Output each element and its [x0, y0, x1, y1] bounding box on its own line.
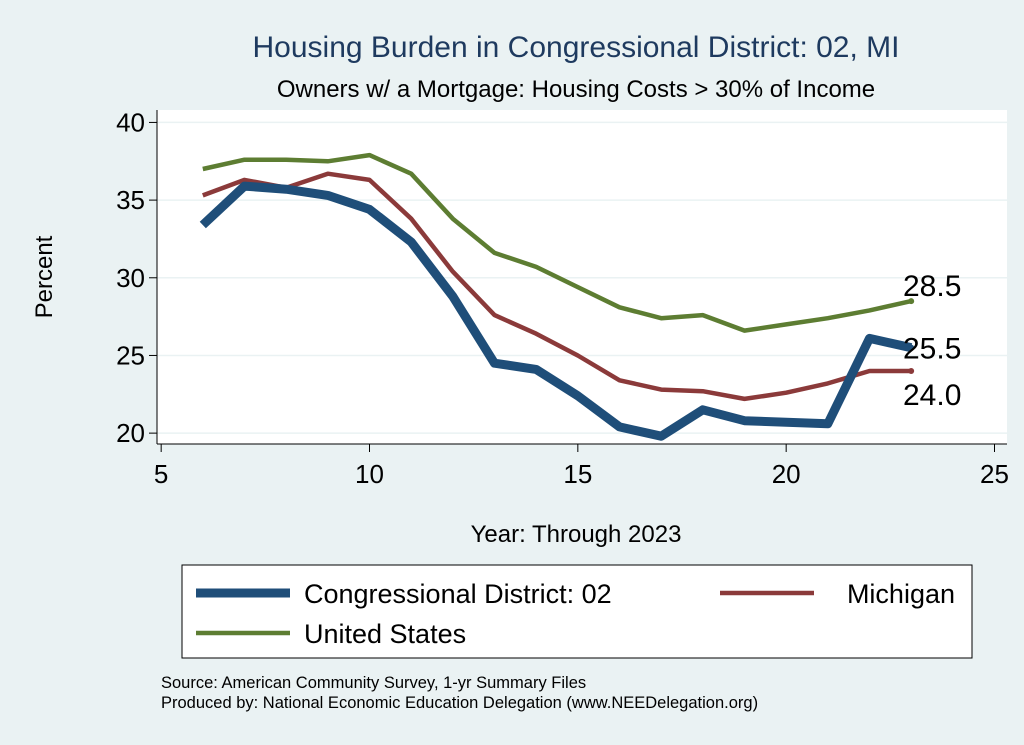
y-tick-label: 35 [116, 185, 145, 215]
x-tick-label: 25 [980, 459, 1009, 489]
y-tick-label: 20 [116, 418, 145, 448]
x-tick-label: 5 [154, 459, 168, 489]
end-label-congressional-district: 25.5 [903, 333, 961, 366]
end-label-michigan: 24.0 [903, 379, 961, 412]
x-axis-ticks: 5 10 15 20 25 [154, 444, 1009, 489]
end-point-michigan [908, 367, 915, 374]
chart-title: Housing Burden in Congressional District… [253, 31, 900, 64]
x-tick-label: 20 [772, 459, 801, 489]
series-line-michigan [202, 171, 912, 402]
plot-region [157, 110, 1007, 444]
x-tick-label: 10 [355, 459, 384, 489]
y-axis-ticks: 20 25 30 35 40 [116, 107, 157, 448]
producer-note: Produced by: National Economic Education… [161, 694, 758, 712]
end-label-united-states: 28.5 [903, 270, 961, 303]
x-tick-label: 15 [563, 459, 592, 489]
legend: Congressional District: 02 Michigan Unit… [181, 564, 973, 659]
legend-label-michigan: Michigan [847, 579, 955, 609]
y-tick-label: 25 [116, 340, 145, 370]
series-line-united-states [202, 152, 912, 333]
legend-label-united-states: United States [304, 619, 466, 649]
end-point-united-states [908, 298, 915, 305]
legend-box [181, 564, 973, 659]
chart-subtitle: Owners w/ a Mortgage: Housing Costs > 30… [277, 76, 875, 103]
legend-label-congressional-district: Congressional District: 02 [304, 579, 612, 609]
series-line-congressional-district [199, 181, 913, 441]
y-axis-label: Percent [31, 235, 58, 318]
x-axis-label: Year: Through 2023 [471, 521, 682, 548]
end-point-congressional-district [908, 344, 915, 351]
y-tick-label: 30 [116, 263, 145, 293]
y-tick-label: 40 [116, 107, 145, 137]
source-note: Source: American Community Survey, 1-yr … [161, 674, 586, 692]
